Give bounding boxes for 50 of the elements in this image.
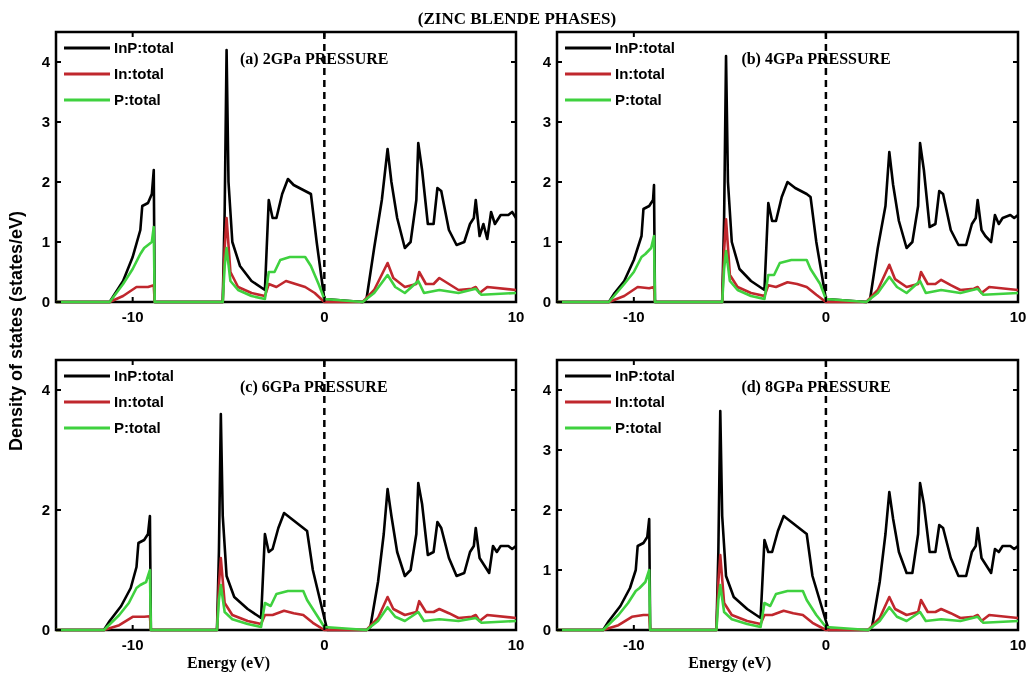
y-tick-label: 0 <box>542 293 551 311</box>
x-tick-label: -10 <box>622 636 645 653</box>
y-tick-label: 2 <box>41 501 50 519</box>
y-tick-label: 0 <box>41 293 50 311</box>
x-tick-label: 10 <box>1009 308 1027 325</box>
y-tick-label: 4 <box>41 53 51 71</box>
y-axis-title: Density of states (states/eV) <box>6 210 26 452</box>
x-tick-label: 0 <box>320 636 329 653</box>
y-tick-label: 1 <box>542 561 551 579</box>
y-tick-label: 0 <box>542 621 551 639</box>
y-tick-label: 2 <box>41 173 50 191</box>
legend-label: InP:total <box>615 367 675 385</box>
legend-label: P:total <box>615 419 662 437</box>
x-tick-label: -10 <box>622 308 645 325</box>
legend-label: In:total <box>615 393 665 411</box>
x-tick-label: 0 <box>821 636 831 653</box>
annotation: (d) 8GPa PRESSURE <box>741 378 891 396</box>
y-tick-label: 0 <box>41 621 50 639</box>
y-tick-label: 2 <box>542 501 551 519</box>
x-tick-label: 10 <box>507 308 525 325</box>
y-tick-label: 3 <box>542 441 551 459</box>
chart-title: (ZINC BLENDE PHASES) <box>417 9 617 28</box>
y-tick-label: 3 <box>542 113 551 131</box>
y-tick-label: 1 <box>542 233 551 251</box>
x-tick-label: -10 <box>121 636 144 653</box>
annotation: (a) 2GPa PRESSURE <box>240 50 389 68</box>
y-tick-label: 3 <box>41 113 50 131</box>
x-tick-label: 10 <box>507 636 525 653</box>
annotation: (b) 4GPa PRESSURE <box>741 50 891 68</box>
x-tick-label: 0 <box>320 308 329 325</box>
x-axis-title: Energy (eV) <box>186 654 271 672</box>
legend-label: P:total <box>615 91 662 109</box>
legend-label: InP:total <box>114 39 174 57</box>
legend-label: P:total <box>114 419 161 437</box>
legend-label: In:total <box>114 393 164 411</box>
annotation: (c) 6GPa PRESSURE <box>240 378 388 396</box>
y-tick-label: 4 <box>542 53 552 71</box>
legend-label: InP:total <box>114 367 174 385</box>
legend-label: In:total <box>114 65 164 83</box>
y-tick-label: 2 <box>542 173 551 191</box>
legend-label: P:total <box>114 91 161 109</box>
x-axis-title: Energy (eV) <box>688 654 772 672</box>
legend-label: InP:total <box>615 39 675 57</box>
x-tick-label: 10 <box>1009 636 1027 653</box>
y-tick-label: 1 <box>41 233 50 251</box>
legend-label: In:total <box>615 65 665 83</box>
y-tick-label: 4 <box>41 381 51 399</box>
x-tick-label: 0 <box>821 308 831 325</box>
x-tick-label: -10 <box>121 308 144 325</box>
y-tick-label: 4 <box>542 381 552 399</box>
